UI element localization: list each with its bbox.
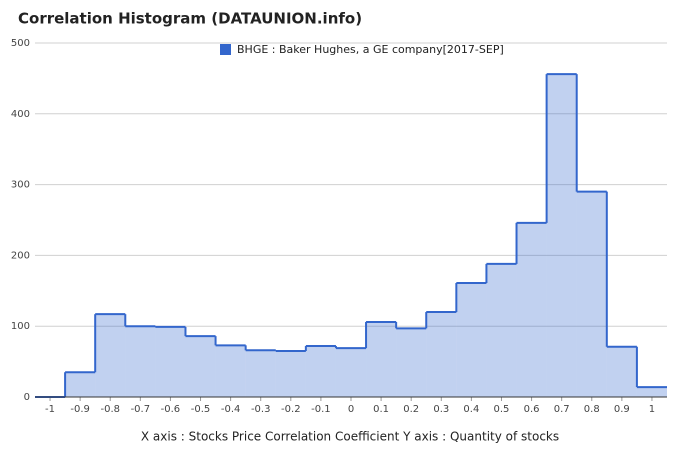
y-tick-label: 300 — [11, 180, 30, 191]
bar — [215, 345, 246, 397]
x-tick-label: -0.8 — [100, 404, 120, 415]
bar — [546, 74, 577, 397]
y-tick-label: 0 — [24, 392, 30, 403]
x-tick-label: -0.3 — [251, 404, 271, 415]
x-axis-label: X axis : Stocks Price Correlation Coeffi… — [141, 430, 559, 444]
bar — [335, 348, 367, 397]
legend-label: BHGE : Baker Hughes, a GE company[2017-S… — [237, 43, 504, 56]
bar — [516, 222, 547, 397]
bar — [155, 326, 186, 397]
x-tick-label: 0.4 — [463, 404, 479, 415]
bar — [576, 191, 607, 397]
bar — [65, 372, 96, 397]
bar — [426, 312, 457, 397]
bar — [125, 326, 156, 397]
x-tick-label: -0.4 — [221, 404, 241, 415]
bar — [366, 321, 397, 397]
bar — [185, 336, 216, 397]
x-tick-label: 0.1 — [373, 404, 389, 415]
x-tick-label: 1 — [649, 404, 655, 415]
x-tick-label: 0.3 — [433, 404, 449, 415]
x-tick-label: -0.7 — [131, 404, 151, 415]
bar — [305, 346, 336, 397]
bar — [275, 350, 306, 397]
x-tick-label: 0.5 — [494, 404, 510, 415]
x-tick-label: -0.2 — [281, 404, 301, 415]
y-tick-label: 500 — [11, 38, 30, 49]
x-tick-label: 0 — [348, 404, 354, 415]
bar — [396, 328, 427, 397]
x-tick-label: -1 — [45, 404, 55, 415]
x-tick-label: -0.1 — [311, 404, 331, 415]
legend-swatch — [220, 44, 231, 55]
bar — [636, 387, 667, 397]
x-tick-label: -0.9 — [70, 404, 90, 415]
x-tick-label: -0.5 — [191, 404, 211, 415]
chart-title: Correlation Histogram (DATAUNION.info) — [18, 10, 362, 28]
bar — [606, 346, 637, 397]
x-tick-label: 0.8 — [584, 404, 600, 415]
bar — [456, 283, 487, 397]
x-tick-label: 0.6 — [524, 404, 540, 415]
x-tick-label: 0.2 — [403, 404, 419, 415]
y-tick-label: 200 — [11, 250, 30, 261]
bar — [95, 314, 126, 397]
x-tick-label: -0.6 — [161, 404, 181, 415]
y-tick-label: 400 — [11, 109, 30, 120]
x-tick-label: 0.9 — [614, 404, 630, 415]
y-tick-label: 100 — [11, 321, 30, 332]
x-tick-label: 0.7 — [554, 404, 570, 415]
bar — [245, 350, 276, 397]
bar — [486, 263, 517, 397]
